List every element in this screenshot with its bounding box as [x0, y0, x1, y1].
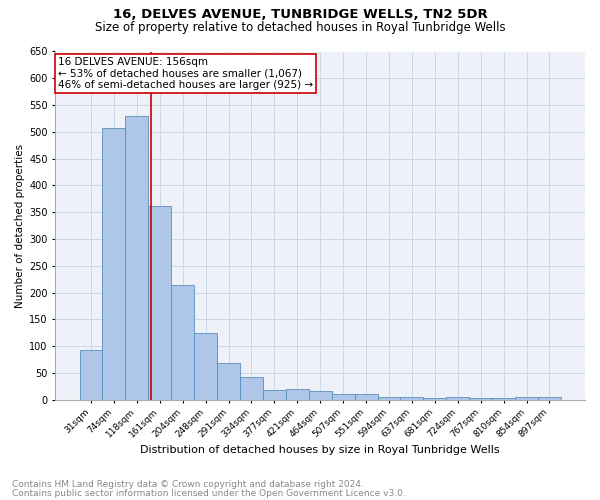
Bar: [80, 350, 103, 400]
Text: 16 DELVES AVENUE: 156sqm
← 53% of detached houses are smaller (1,067)
46% of sem: 16 DELVES AVENUE: 156sqm ← 53% of detach…: [58, 56, 313, 90]
Text: Contains public sector information licensed under the Open Government Licence v3: Contains public sector information licen…: [12, 489, 406, 498]
Bar: [538, 397, 561, 400]
Bar: [332, 394, 355, 400]
Bar: [355, 394, 377, 400]
Text: 16, DELVES AVENUE, TUNBRIDGE WELLS, TN2 5DR: 16, DELVES AVENUE, TUNBRIDGE WELLS, TN2 …: [113, 8, 487, 20]
Bar: [217, 364, 240, 400]
Bar: [125, 116, 148, 400]
Bar: [446, 397, 469, 400]
Bar: [515, 397, 538, 400]
Bar: [377, 397, 400, 400]
Bar: [103, 128, 125, 400]
Bar: [240, 377, 263, 400]
Bar: [194, 333, 217, 400]
Bar: [492, 398, 515, 400]
Y-axis label: Number of detached properties: Number of detached properties: [15, 144, 25, 308]
Bar: [424, 398, 446, 400]
Bar: [469, 398, 492, 400]
Bar: [400, 397, 424, 400]
Bar: [263, 390, 286, 400]
Bar: [286, 389, 309, 400]
Bar: [148, 206, 171, 400]
Bar: [309, 390, 332, 400]
Bar: [171, 284, 194, 400]
Text: Contains HM Land Registry data © Crown copyright and database right 2024.: Contains HM Land Registry data © Crown c…: [12, 480, 364, 489]
X-axis label: Distribution of detached houses by size in Royal Tunbridge Wells: Distribution of detached houses by size …: [140, 445, 500, 455]
Text: Size of property relative to detached houses in Royal Tunbridge Wells: Size of property relative to detached ho…: [95, 21, 505, 34]
